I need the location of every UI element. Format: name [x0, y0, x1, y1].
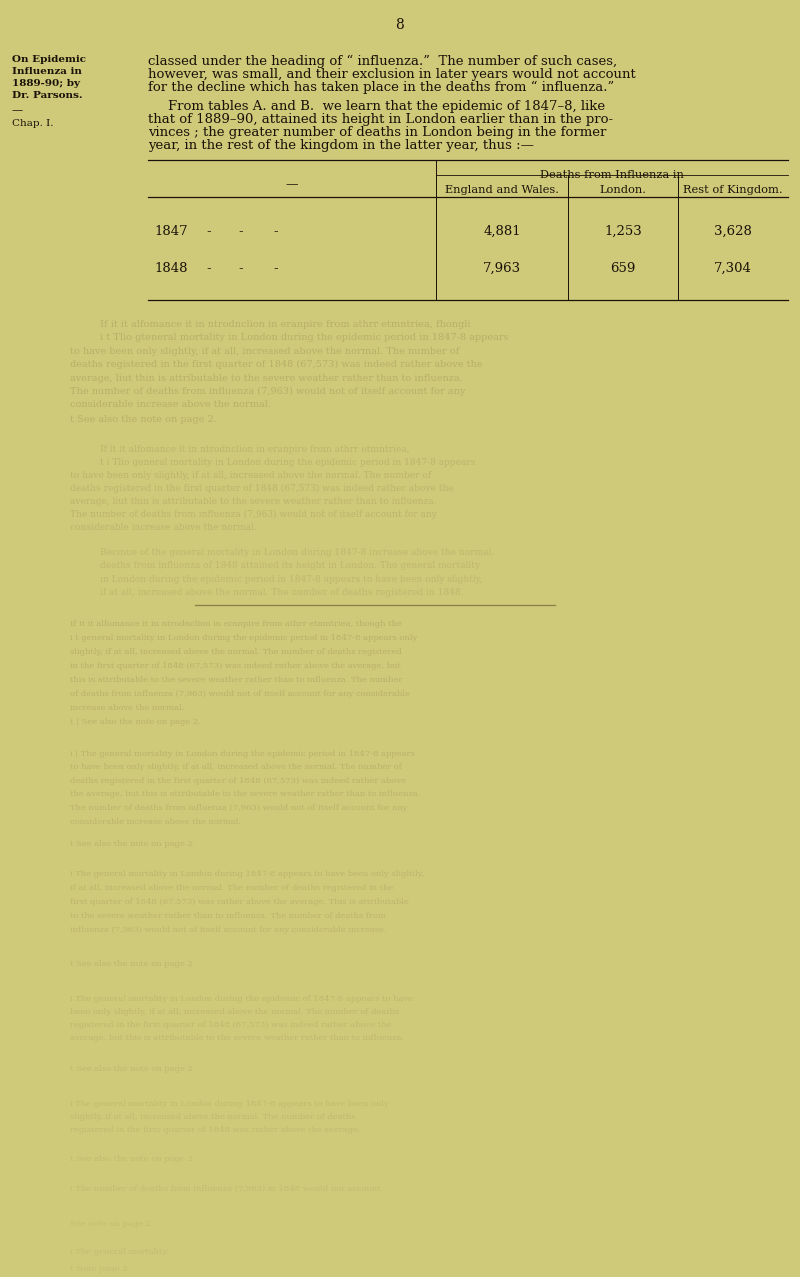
Text: Influenza in: Influenza in: [12, 66, 82, 77]
Text: i t general mortality in London during the epidemic period in 1847-8 appears onl: i t general mortality in London during t…: [70, 633, 418, 642]
Text: vinces ; the greater number of deaths in London being in the former: vinces ; the greater number of deaths in…: [148, 126, 606, 139]
Text: to have been only slightly, if at all, increased above the normal. The number of: to have been only slightly, if at all, i…: [70, 762, 402, 771]
Text: Rest of Kingdom.: Rest of Kingdom.: [683, 185, 783, 195]
Text: i The general mortality in London during 1847-8 appears to have been only slight: i The general mortality in London during…: [70, 870, 424, 879]
Text: average, but this is attributable to the severe weather rather than to influenza: average, but this is attributable to the…: [70, 1034, 404, 1042]
Text: 1,253: 1,253: [604, 225, 642, 238]
Text: Deaths from Influenza in: Deaths from Influenza in: [540, 170, 684, 180]
Text: influenza (7,963) would not of itself account for any considerable increase.: influenza (7,963) would not of itself ac…: [70, 926, 386, 933]
Text: considerable increase above the normal.: considerable increase above the normal.: [70, 524, 257, 533]
Text: been only slightly, if at all, increased above the normal. The number of deaths: been only slightly, if at all, increased…: [70, 1008, 399, 1016]
Text: -: -: [206, 262, 210, 275]
Text: 659: 659: [610, 262, 636, 275]
Text: i The general mortality in London during the epidemic of 1847-8 appears to have: i The general mortality in London during…: [70, 995, 413, 1002]
Text: The number of deaths from influenza (7,963) would not of itself account for any: The number of deaths from influenza (7,9…: [70, 805, 407, 812]
Text: for the decline which has taken place in the deaths from “ influenza.”: for the decline which has taken place in…: [148, 80, 614, 94]
Text: slightly, if at all, increased above the normal. The number of deaths registered: slightly, if at all, increased above the…: [70, 647, 402, 656]
Text: to have been only slightly, if at all, increased above the normal. The number of: to have been only slightly, if at all, i…: [70, 471, 431, 480]
Text: i | The general mortality in London during the epidemic period in 1847-8 appears: i | The general mortality in London duri…: [70, 750, 414, 759]
Text: —: —: [286, 178, 298, 192]
Text: t Note page 2.: t Note page 2.: [70, 1266, 130, 1273]
Text: -: -: [206, 225, 210, 238]
Text: i t Tlio gteneral mortality in London during the epidemic period in 1847-8 appea: i t Tlio gteneral mortality in London du…: [100, 333, 509, 342]
Text: t See also the note on page 2.: t See also the note on page 2.: [70, 1154, 195, 1163]
Text: deaths registered in the first quarter of 1848 (67,573) was indeed rather above: deaths registered in the first quarter o…: [70, 776, 406, 785]
Text: first quarter of 1848 (67,573) was rather above the average. This is attributabl: first quarter of 1848 (67,573) was rathe…: [70, 898, 409, 905]
Text: -: -: [273, 225, 278, 238]
Text: slightly, if at all, increased above the normal. The number of deaths: slightly, if at all, increased above the…: [70, 1114, 355, 1121]
Text: -: -: [238, 262, 242, 275]
Text: however, was small, and their exclusion in later years would not account: however, was small, and their exclusion …: [148, 68, 636, 80]
Text: -: -: [273, 262, 278, 275]
Text: i The general mortality in London during 1847-8 appears to have been only: i The general mortality in London during…: [70, 1099, 389, 1108]
Text: average, liut thin is attributable to the severe weather rather than to influenz: average, liut thin is attributable to th…: [70, 497, 437, 506]
Text: classed under the heading of “ influenza.”  The number of such cases,: classed under the heading of “ influenza…: [148, 55, 617, 68]
Text: t See also the note on page 2.: t See also the note on page 2.: [70, 415, 217, 424]
Text: London.: London.: [599, 185, 646, 195]
Text: of deaths from influenza (7,963) would not of itself account for any considerabl: of deaths from influenza (7,963) would n…: [70, 690, 410, 699]
Text: 1847: 1847: [154, 225, 188, 238]
Text: 8: 8: [396, 18, 404, 32]
Text: this is attributable to the severe weather rather than to influenza. The number: this is attributable to the severe weath…: [70, 676, 402, 684]
Text: that of 1889–90, attained its height in London earlier than in the pro-: that of 1889–90, attained its height in …: [148, 112, 613, 126]
Text: The number of deaths from influenza (7,963) would not of itself account for any: The number of deaths from influenza (7,9…: [70, 510, 437, 520]
Text: If it it alfomance it in ntrodnclion in eranpire from athrr etmntriea,: If it it alfomance it in ntrodnclion in …: [100, 444, 410, 455]
Text: Dr. Parsons.: Dr. Parsons.: [12, 91, 82, 100]
Text: considerable increase above the normal.: considerable increase above the normal.: [70, 819, 241, 826]
Text: Becmue of the general mortality in London during 1847-8 increase above the norma: Becmue of the general mortality in Londo…: [100, 548, 494, 557]
Text: registered in the first quarter of 1848 (67,573) was indeed rather above the: registered in the first quarter of 1848 …: [70, 1022, 391, 1029]
Text: Chap. I.: Chap. I.: [12, 119, 54, 128]
Text: if at all, increased above the normal. The number of deaths registered in 1848.: if at all, increased above the normal. T…: [100, 587, 463, 598]
Text: —: —: [12, 105, 23, 115]
Text: t See also the note on page 2.: t See also the note on page 2.: [70, 1065, 195, 1073]
Text: -: -: [238, 225, 242, 238]
Text: i The general mortality.: i The general mortality.: [70, 1248, 169, 1257]
Text: t See also the note on page 2.: t See also the note on page 2.: [70, 960, 195, 968]
Text: The number of deaths from influenza (7,963) would not of itself account for any: The number of deaths from influenza (7,9…: [70, 387, 466, 396]
Text: t | See also the note on page 2.: t | See also the note on page 2.: [70, 718, 201, 727]
Text: increase above the normal.: increase above the normal.: [70, 704, 184, 713]
Text: the average, but this is attributable to the severe weather rather than to influ: the average, but this is attributable to…: [70, 790, 420, 798]
Text: 7,963: 7,963: [483, 262, 521, 275]
Text: 1848: 1848: [154, 262, 187, 275]
Text: considerable increase above the normal.: considerable increase above the normal.: [70, 400, 271, 409]
Text: From tables A. and B.  we learn that the epidemic of 1847–8, like: From tables A. and B. we learn that the …: [168, 100, 605, 112]
Text: year, in the rest of the kingdom in the latter year, thus :—: year, in the rest of the kingdom in the …: [148, 139, 534, 152]
Text: 7,304: 7,304: [714, 262, 752, 275]
Text: in London during the epidemic period in 1847-8 appears to have been only slightl: in London during the epidemic period in …: [100, 575, 482, 584]
Text: On Epidemic: On Epidemic: [12, 55, 86, 64]
Text: i The number of deaths from influenza (7,963) in 1848 would not account.: i The number of deaths from influenza (7…: [70, 1185, 383, 1193]
Text: t i Tlio general mortality in London during the epidemic period in 1847-8 appear: t i Tlio general mortality in London dur…: [100, 458, 475, 467]
Text: 3,628: 3,628: [714, 225, 752, 238]
Text: to have been only slightly, if at all, increased above the normal. The number of: to have been only slightly, if at all, i…: [70, 347, 459, 356]
Text: t See also the note on page 2.: t See also the note on page 2.: [70, 840, 195, 848]
Text: If it it alfomance it in ntrodnclion in eranpire from athrr etmntriea, fhongli: If it it alfomance it in ntrodnclion in …: [100, 321, 470, 329]
Text: to the severe weather rather than to influenza. The number of deaths from: to the severe weather rather than to inf…: [70, 912, 386, 919]
Text: 4,881: 4,881: [483, 225, 521, 238]
Text: deaths registered in the first quarter of 1848 (67,573) was indeed rather above : deaths registered in the first quarter o…: [70, 360, 482, 369]
Text: If it it alfomance it in ntrodnclion in eranpire from athrr etmntriea, though th: If it it alfomance it in ntrodnclion in …: [70, 621, 402, 628]
Text: if at all, increased above the normal. The number of deaths registered in the: if at all, increased above the normal. T…: [70, 884, 394, 893]
Text: See note on page 2.: See note on page 2.: [70, 1220, 154, 1228]
Text: in the first quarter of 1848 (67,573) was indeed rather above the average, but: in the first quarter of 1848 (67,573) wa…: [70, 661, 401, 670]
Text: average, liut thin is attributable to the severe weather rather than to influenz: average, liut thin is attributable to th…: [70, 374, 462, 383]
Text: deaths from influenza of 1848 attained its height in London. Tho general mortali: deaths from influenza of 1848 attained i…: [100, 561, 480, 570]
Text: 1889-90; by: 1889-90; by: [12, 79, 80, 88]
Text: England and Wales.: England and Wales.: [445, 185, 559, 195]
Text: registered in the first quarter of 1848 was rather above the average.: registered in the first quarter of 1848 …: [70, 1126, 361, 1134]
Text: deaths registered in the first quarter of 1848 (67,573) was indeed rather above : deaths registered in the first quarter o…: [70, 484, 454, 493]
